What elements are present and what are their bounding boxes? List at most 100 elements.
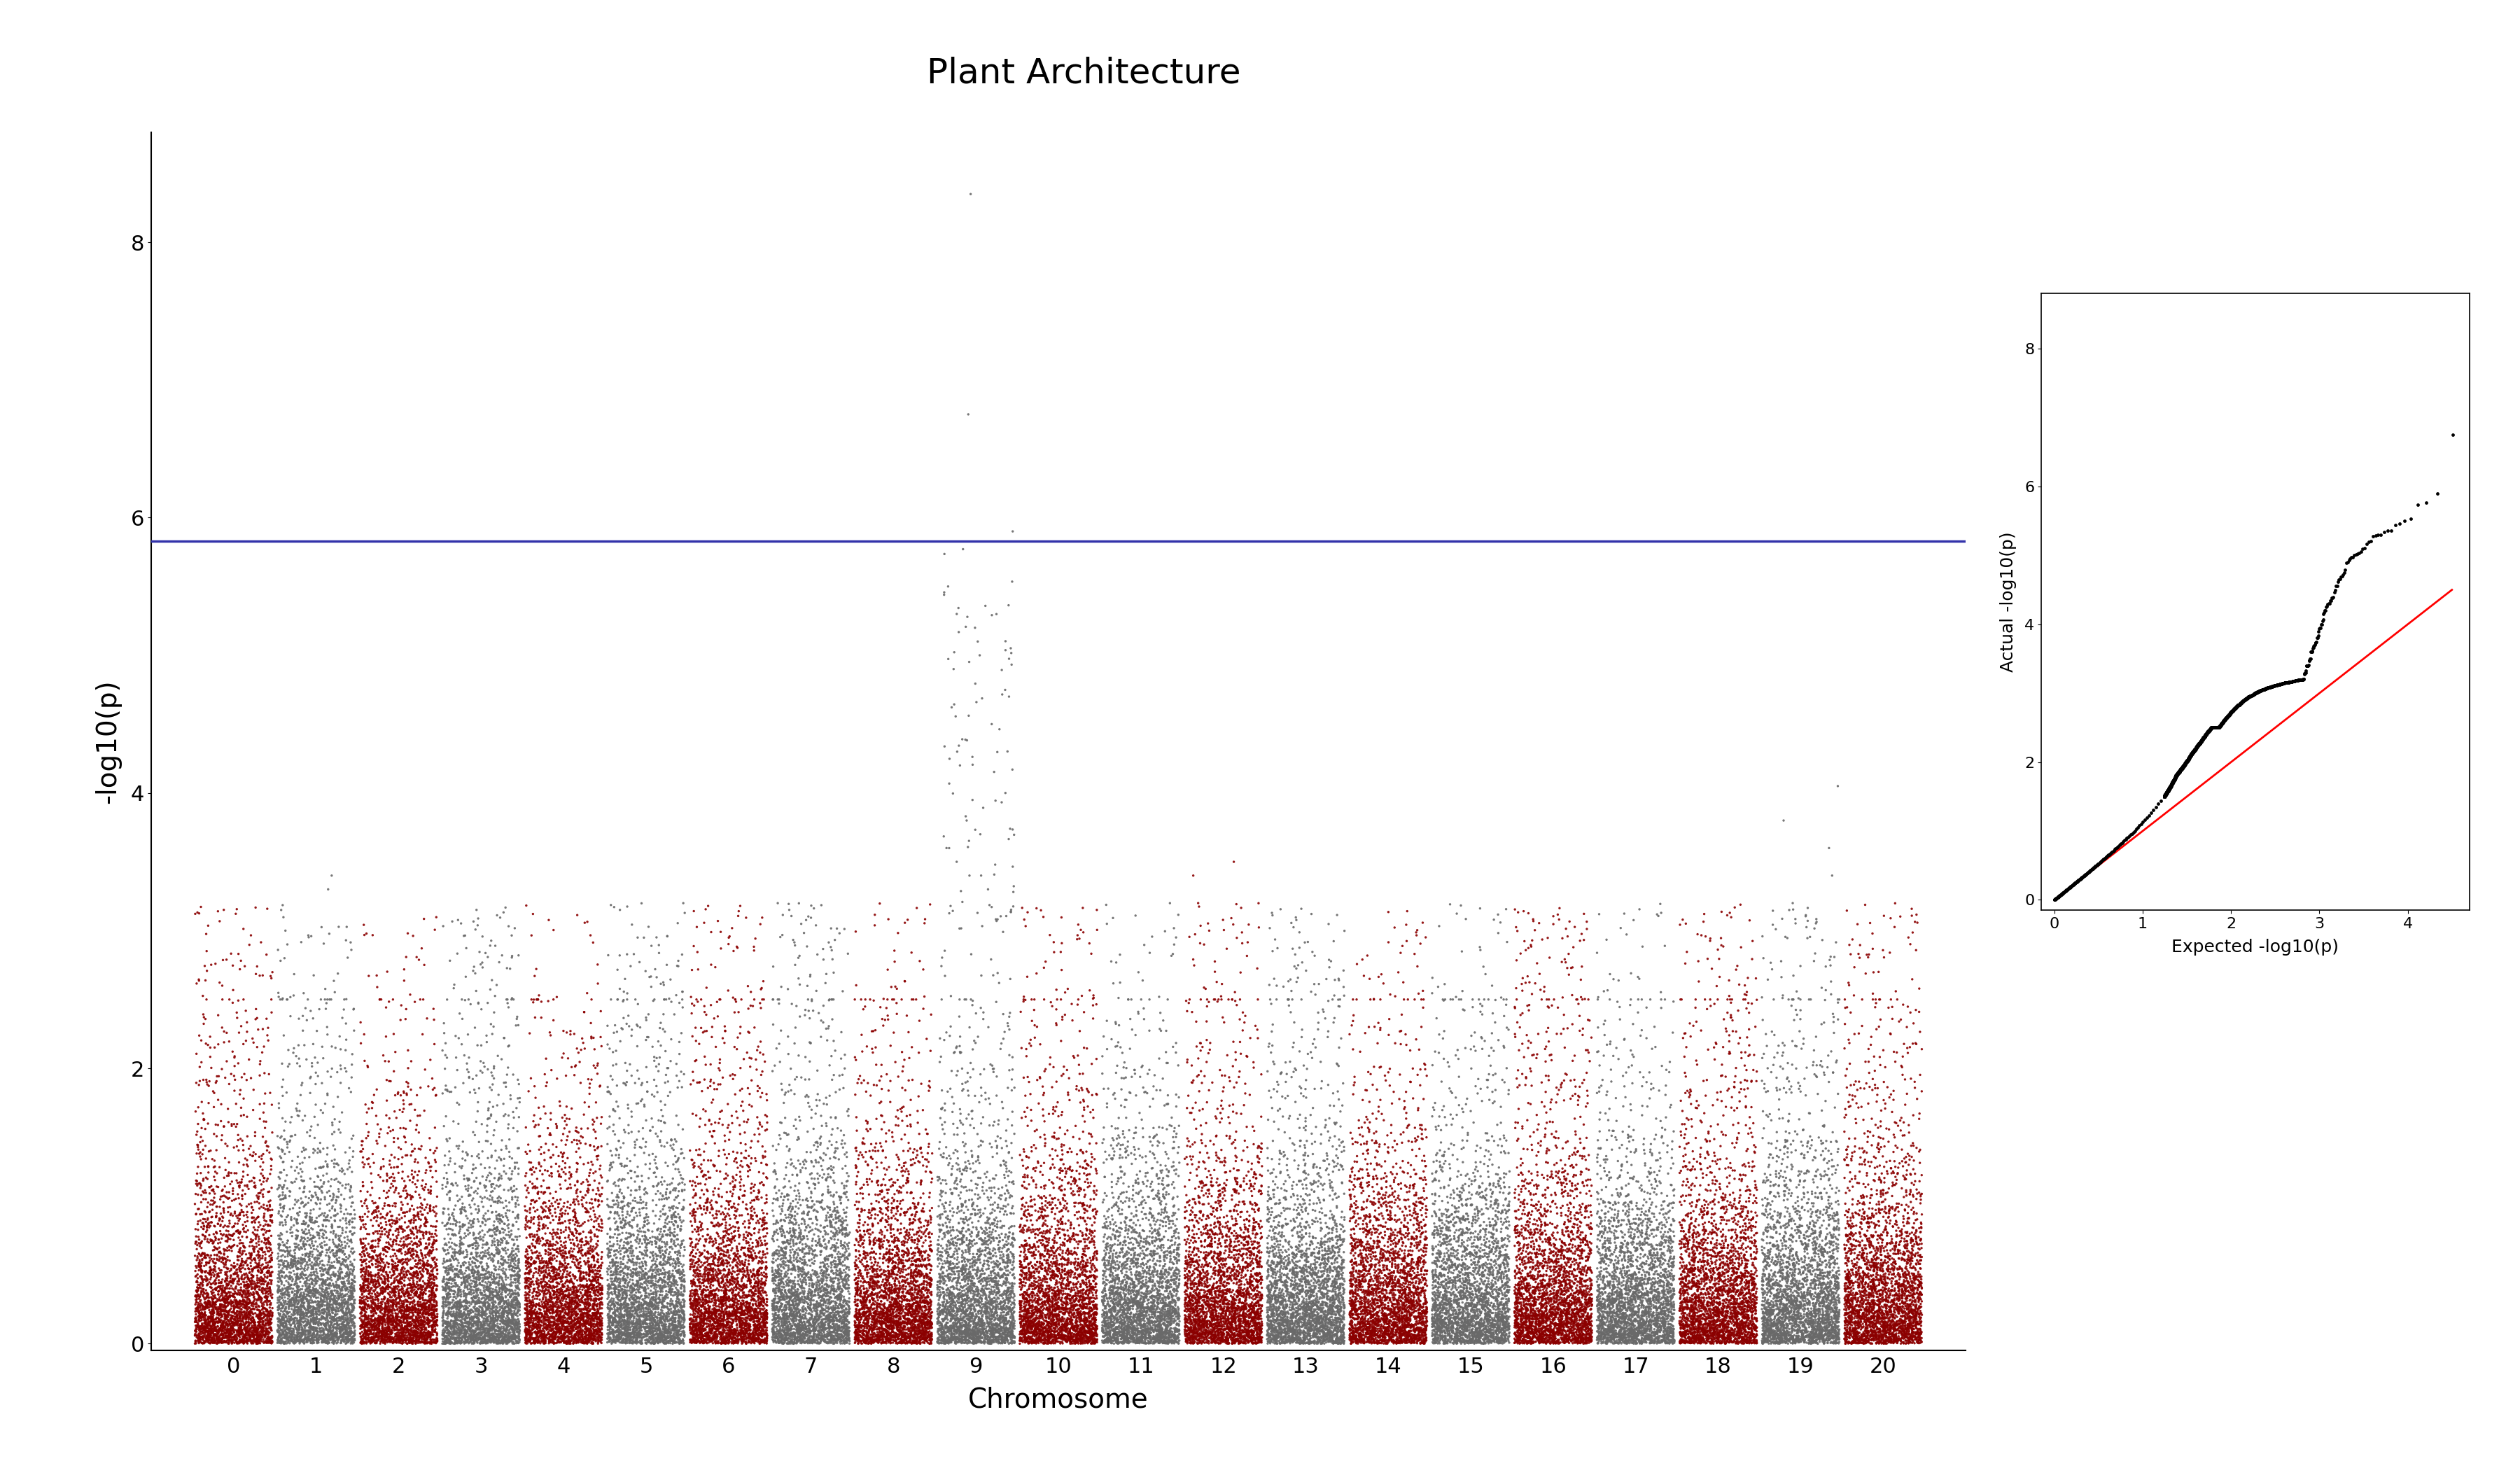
Point [922, 1301, 963, 1324]
Point [857, 1283, 897, 1307]
Point [945, 1331, 985, 1355]
Point [1525, 1199, 1565, 1223]
Point [937, 1327, 978, 1351]
Point [277, 1320, 318, 1343]
Point [512, 1304, 552, 1327]
Point [1343, 1309, 1383, 1333]
Point [544, 1226, 585, 1249]
Point [1260, 1284, 1300, 1308]
Point [2157, 762, 2197, 785]
Point [827, 942, 867, 966]
Point [209, 1321, 249, 1345]
Point [1711, 1289, 1751, 1312]
Point [1061, 984, 1101, 1007]
Point [1676, 1302, 1716, 1326]
Point [1429, 1218, 1469, 1242]
Point [1532, 1324, 1572, 1348]
Point [532, 1232, 572, 1255]
Point [696, 1293, 736, 1317]
Point [242, 1295, 282, 1318]
Point [690, 1283, 731, 1307]
Point [930, 1317, 970, 1340]
Point [917, 1240, 958, 1264]
Point [355, 1255, 396, 1279]
Point [1877, 1329, 1918, 1352]
Point [963, 1324, 1003, 1348]
Point [524, 1265, 564, 1289]
Point [1381, 1305, 1421, 1329]
Point [333, 1324, 373, 1348]
Point [741, 1305, 781, 1329]
Point [1005, 1220, 1046, 1243]
Point [902, 1277, 942, 1301]
Point [2192, 716, 2233, 740]
Point [1016, 1317, 1056, 1340]
Point [1389, 1276, 1429, 1299]
Point [1648, 1274, 1688, 1298]
Point [2182, 728, 2223, 752]
Point [2243, 678, 2283, 702]
Point [542, 1141, 582, 1164]
Point [1172, 1308, 1212, 1331]
Point [1797, 1158, 1837, 1182]
Point [2190, 718, 2230, 741]
Point [630, 1323, 670, 1346]
Point [862, 1307, 902, 1330]
Point [1497, 1324, 1537, 1348]
Point [1819, 1301, 1860, 1324]
Point [287, 1296, 328, 1320]
Point [935, 1170, 975, 1193]
Point [1320, 1309, 1361, 1333]
Point [527, 1207, 567, 1230]
Point [202, 1274, 242, 1298]
Point [1673, 1274, 1714, 1298]
Point [1562, 1283, 1603, 1307]
Point [1378, 1314, 1419, 1337]
Point [950, 1311, 990, 1334]
Point [1875, 1301, 1915, 1324]
Point [1668, 1202, 1709, 1226]
Point [1295, 1307, 1336, 1330]
Point [643, 1295, 683, 1318]
Point [537, 1221, 577, 1245]
Point [222, 1318, 262, 1342]
Point [688, 1305, 728, 1329]
Point [1850, 1232, 1890, 1255]
Point [2046, 878, 2087, 901]
Point [1479, 1317, 1520, 1340]
Point [1643, 1227, 1683, 1251]
Point [2150, 777, 2190, 800]
Point [524, 1326, 564, 1349]
Point [562, 1268, 602, 1292]
Point [260, 988, 300, 1011]
Point [1172, 1246, 1212, 1270]
Point [948, 1296, 988, 1320]
Point [1872, 1262, 1913, 1286]
Point [1086, 1304, 1126, 1327]
Point [1187, 1243, 1227, 1267]
Point [728, 1252, 769, 1276]
Point [869, 1321, 910, 1345]
Point [874, 1314, 915, 1337]
Point [834, 1262, 874, 1286]
Point [1215, 1180, 1255, 1204]
Point [272, 1324, 312, 1348]
Point [1202, 1309, 1242, 1333]
Point [630, 1240, 670, 1264]
Point [862, 1315, 902, 1339]
Point [1005, 1083, 1046, 1107]
Point [607, 1262, 648, 1286]
Point [1711, 1226, 1751, 1249]
Point [980, 1305, 1021, 1329]
Point [759, 1323, 799, 1346]
Point [1696, 1298, 1736, 1321]
Point [1257, 1324, 1298, 1348]
Point [973, 1211, 1013, 1235]
Point [234, 1205, 275, 1229]
Point [864, 1245, 905, 1268]
Point [1114, 1251, 1154, 1274]
Point [1887, 1239, 1928, 1262]
Point [353, 1221, 393, 1245]
Point [2147, 781, 2187, 804]
Point [1641, 1211, 1681, 1235]
